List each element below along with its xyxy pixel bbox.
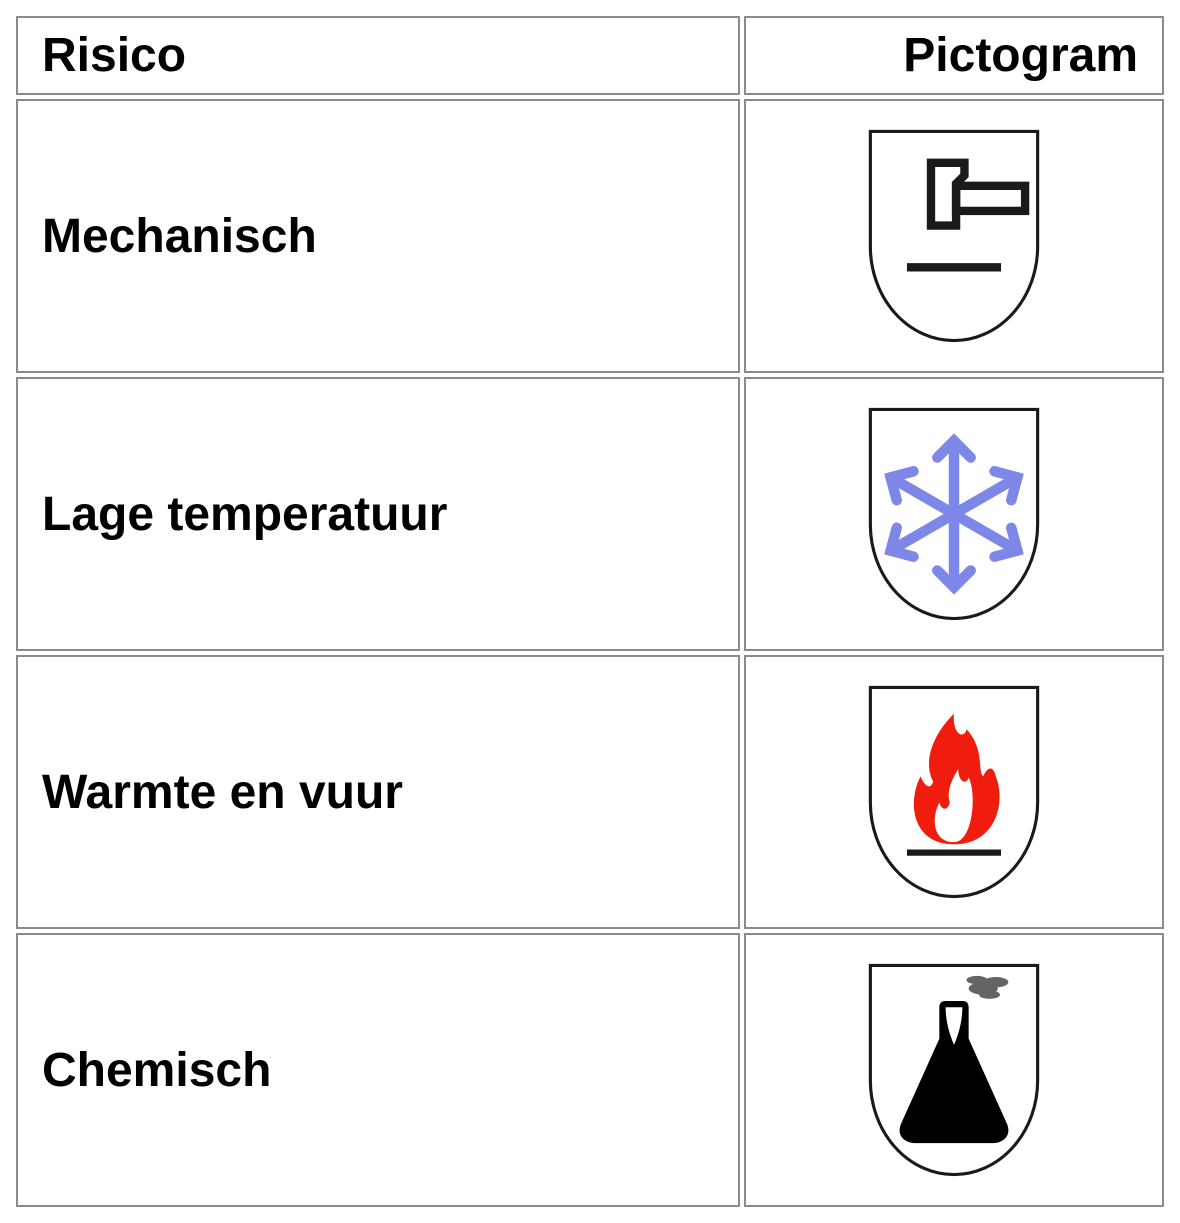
table-row: Lage temperatuur [16,377,1164,651]
flame-shield-icon [770,677,1138,907]
risk-label: Mechanisch [16,99,740,373]
risk-label: Lage temperatuur [16,377,740,651]
risk-pictogram-table: Risico Pictogram Mechanisch [12,12,1168,1211]
flask-shield-icon [770,955,1138,1185]
risk-label: Warmte en vuur [16,655,740,929]
pictogram-cell [744,655,1164,929]
risk-pictogram-table-container: Risico Pictogram Mechanisch [0,0,1180,1223]
column-header-risk: Risico [16,16,740,95]
table-row: Warmte en vuur [16,655,1164,929]
table-header-row: Risico Pictogram [16,16,1164,95]
pictogram-cell [744,377,1164,651]
snowflake-shield-icon [770,399,1138,629]
pictogram-cell [744,99,1164,373]
column-header-pictogram: Pictogram [744,16,1164,95]
hammer-shield-icon [770,121,1138,351]
table-row: Mechanisch [16,99,1164,373]
risk-label: Chemisch [16,933,740,1207]
pictogram-cell [744,933,1164,1207]
table-row: Chemisch [16,933,1164,1207]
